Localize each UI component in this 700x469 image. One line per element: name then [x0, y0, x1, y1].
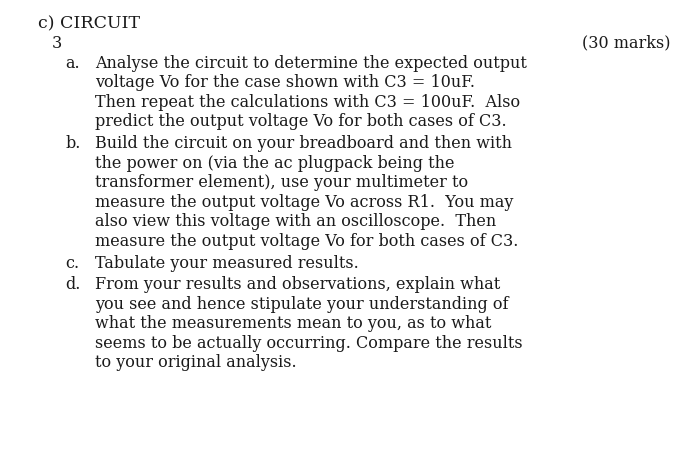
Text: Analyse the circuit to determine the expected output: Analyse the circuit to determine the exp… — [95, 55, 527, 72]
Text: also view this voltage with an oscilloscope.  Then: also view this voltage with an oscillosc… — [95, 213, 496, 230]
Text: Tabulate your measured results.: Tabulate your measured results. — [95, 255, 358, 272]
Text: 3: 3 — [52, 35, 62, 52]
Text: b.: b. — [65, 136, 80, 152]
Text: seems to be actually occurring. Compare the results: seems to be actually occurring. Compare … — [95, 335, 523, 352]
Text: transformer element), use your multimeter to: transformer element), use your multimete… — [95, 174, 468, 191]
Text: predict the output voltage Vo for both cases of C3.: predict the output voltage Vo for both c… — [95, 113, 507, 130]
Text: voltage Vo for the case shown with C3 = 10uF.: voltage Vo for the case shown with C3 = … — [95, 75, 475, 91]
Text: the power on (via the ac plugpack being the: the power on (via the ac plugpack being … — [95, 155, 454, 172]
Text: you see and hence stipulate your understanding of: you see and hence stipulate your underst… — [95, 296, 508, 313]
Text: From your results and observations, explain what: From your results and observations, expl… — [95, 277, 500, 294]
Text: d.: d. — [65, 277, 80, 294]
Text: a.: a. — [65, 55, 80, 72]
Text: c.: c. — [65, 255, 79, 272]
Text: (30 marks): (30 marks) — [582, 35, 670, 52]
Text: c) CIRCUIT: c) CIRCUIT — [38, 15, 140, 32]
Text: Build the circuit on your breadboard and then with: Build the circuit on your breadboard and… — [95, 136, 512, 152]
Text: what the measurements mean to you, as to what: what the measurements mean to you, as to… — [95, 316, 491, 333]
Text: Then repeat the calculations with C3 = 100uF.  Also: Then repeat the calculations with C3 = 1… — [95, 94, 520, 111]
Text: measure the output voltage Vo across R1.  You may: measure the output voltage Vo across R1.… — [95, 194, 513, 211]
Text: measure the output voltage Vo for both cases of C3.: measure the output voltage Vo for both c… — [95, 233, 519, 250]
Text: to your original analysis.: to your original analysis. — [95, 355, 297, 371]
